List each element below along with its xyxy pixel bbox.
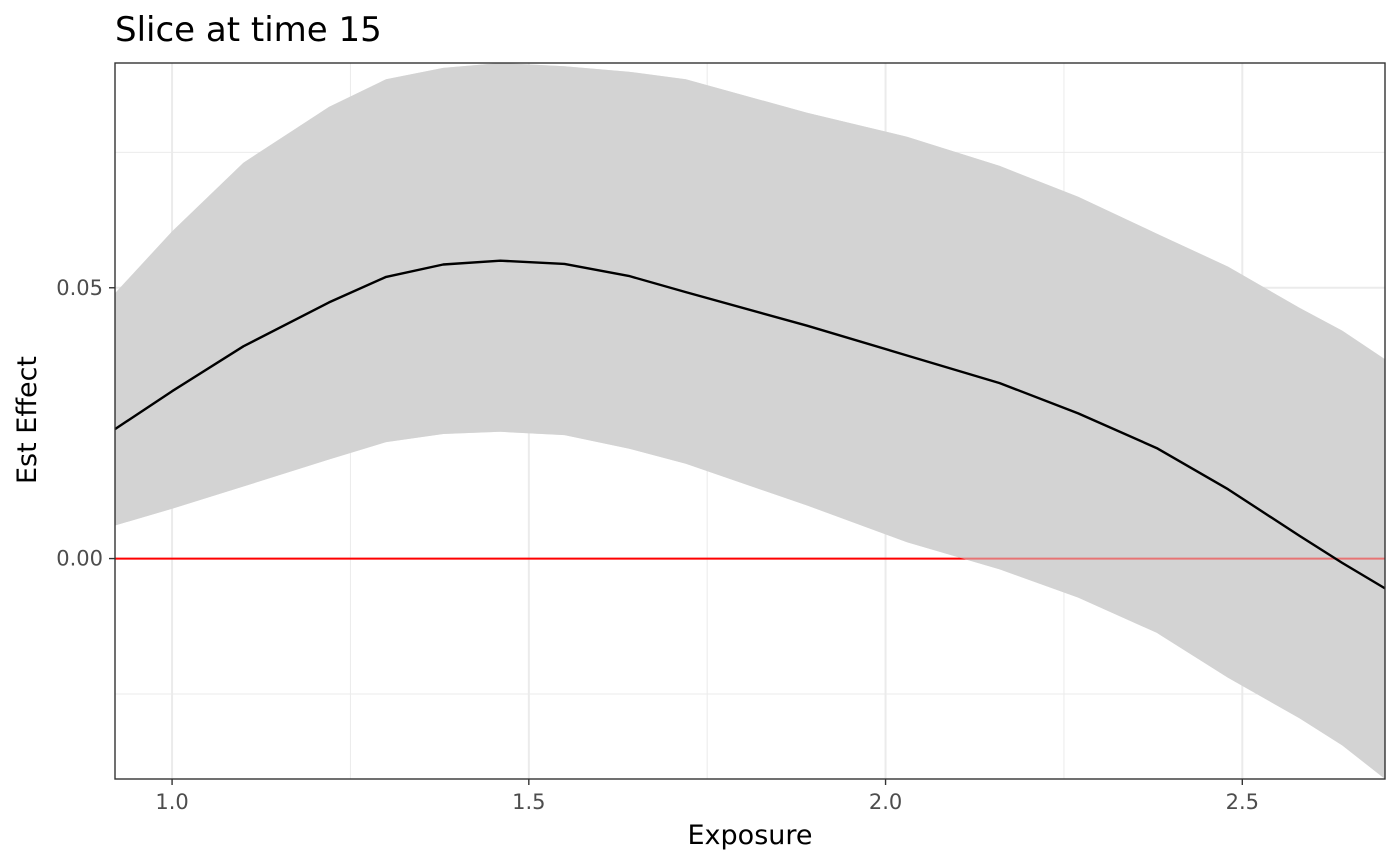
x-tick-label: 1.5 [512,790,545,814]
plot-panel [114,62,1386,780]
chart-title: Slice at time 15 [115,10,382,50]
x-tick-label: 1.0 [155,790,188,814]
estimate-line [114,259,1386,590]
y-axis: 0.00 0.05 [56,276,115,571]
x-axis-title: Exposure [688,820,813,851]
y-tick-label: 0.00 [56,547,103,571]
y-tick-label: 0.05 [56,276,103,300]
x-tick-label: 2.5 [1226,790,1259,814]
ribbon-overlay-layer [114,63,1386,779]
panel-border [114,62,1386,780]
confidence-ribbon-overlay [115,63,1385,779]
x-axis: 1.0 1.5 2.0 2.5 [155,779,1259,814]
y-axis-title: Est Effect [12,356,43,484]
x-tick-label: 2.0 [869,790,902,814]
